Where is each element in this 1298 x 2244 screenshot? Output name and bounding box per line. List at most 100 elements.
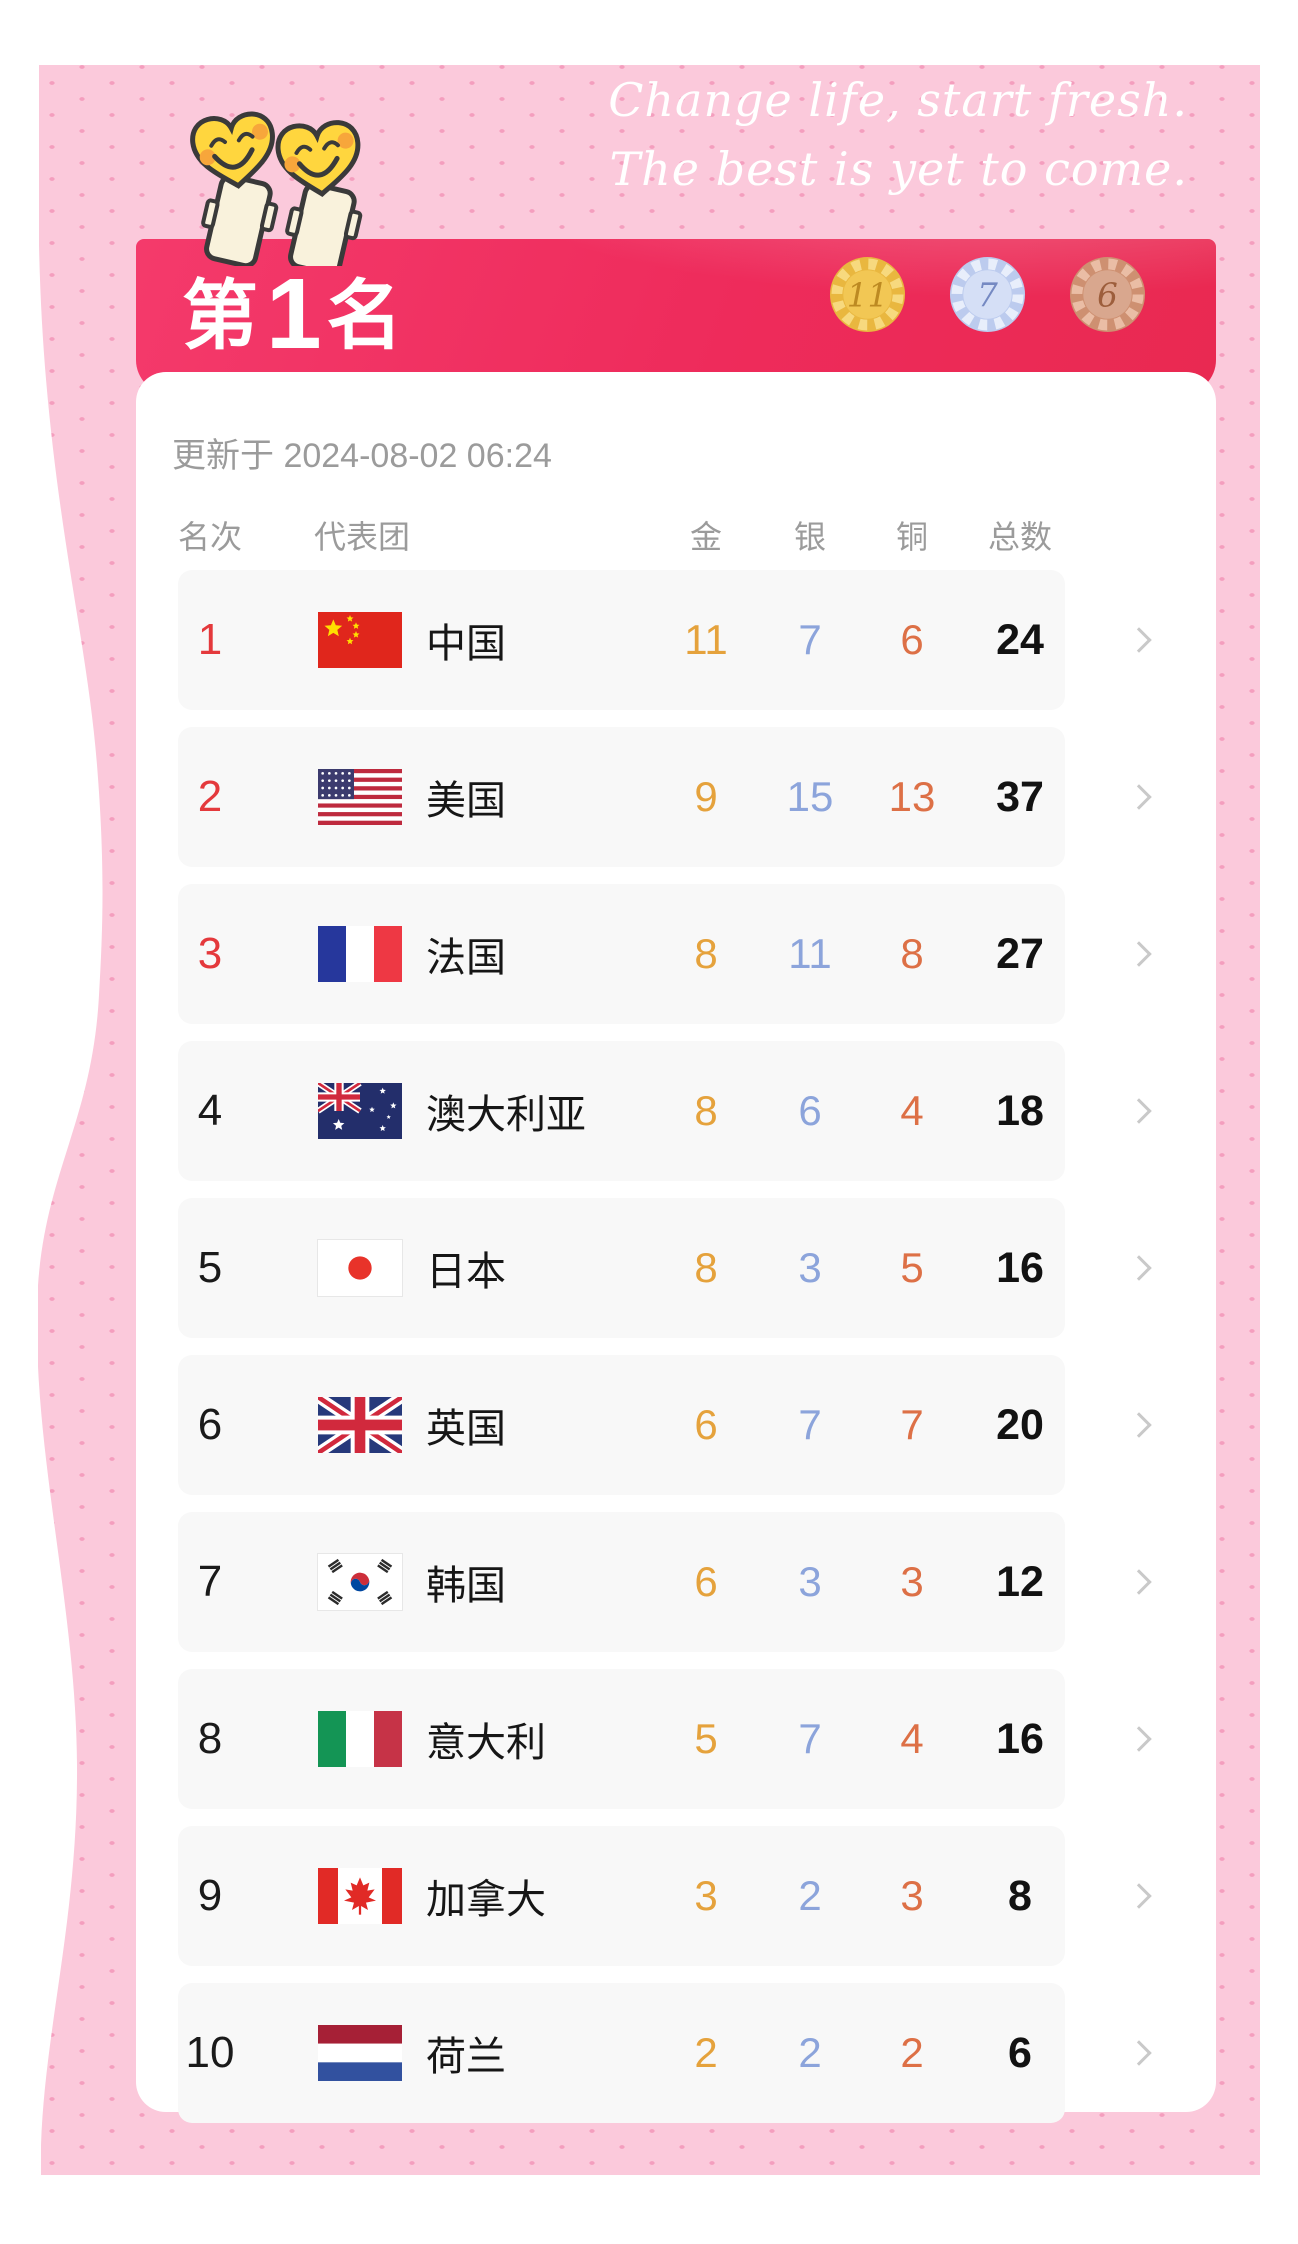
country-name: 英国 (426, 1407, 506, 1451)
rank-number: 6 (197, 1400, 223, 1449)
silver-count: 11 (788, 930, 832, 977)
medal-row-it[interactable]: 8 意大利 5 7 4 16 (178, 1669, 1152, 1809)
silver-count: 2 (798, 1872, 822, 1919)
chevron-right-icon[interactable] (1126, 2040, 1152, 2066)
rank-number: 3 (197, 929, 223, 978)
kr-flag-icon (317, 1553, 403, 1611)
country-name: 加拿大 (426, 1878, 546, 1922)
svg-text:11: 11 (847, 276, 888, 314)
motto-line-1: Change life, start fresh. (608, 73, 1188, 127)
medal-row-us[interactable]: 2 美国 9 15 13 37 (178, 727, 1152, 867)
rank-number: 2 (197, 772, 223, 821)
total-count: 6 (1008, 2028, 1032, 2077)
it-flag-icon (318, 1711, 402, 1767)
chevron-right-icon[interactable] (1126, 1726, 1152, 1752)
silver-count: 6 (798, 1087, 822, 1134)
rank-number: 4 (197, 1086, 223, 1135)
chevron-right-icon[interactable] (1126, 784, 1152, 810)
rank-title-suffix: 名 (326, 273, 403, 359)
bronze-count: 8 (900, 930, 924, 977)
medal-row-ca[interactable]: 9 加拿大 3 2 3 8 (178, 1826, 1152, 1966)
updated-timestamp: 更新于 2024-08-02 06:24 (172, 437, 552, 475)
svg-text:6: 6 (1097, 276, 1118, 314)
silver-count: 2 (798, 2029, 822, 2076)
medal-row-au[interactable]: 4 澳大利亚 8 6 4 18 (178, 1041, 1152, 1181)
gold-count: 3 (694, 1872, 718, 1919)
chevron-right-icon[interactable] (1126, 1412, 1152, 1438)
chevron-right-icon[interactable] (1126, 941, 1152, 967)
jp-flag-icon (317, 1239, 403, 1297)
heart-smiley-stickers-icon (190, 111, 363, 266)
silver-count: 7 (798, 1401, 822, 1448)
total-count: 8 (1008, 1871, 1032, 1920)
nl-flag-icon (318, 2025, 402, 2081)
column-header-rank: 名次 (178, 519, 243, 555)
fr-flag-icon (318, 926, 402, 982)
medal-row-fr[interactable]: 3 法国 8 11 8 27 (178, 884, 1152, 1024)
silver-count: 15 (786, 773, 834, 820)
column-header-team: 代表团 (314, 519, 411, 555)
us-flag-icon (318, 769, 402, 825)
chevron-right-icon[interactable] (1126, 1255, 1152, 1281)
rank-number: 7 (197, 1557, 223, 1606)
country-name: 韩国 (426, 1564, 506, 1608)
silver-count: 7 (798, 1715, 822, 1762)
medal-summary: 11 7 6 (828, 255, 1147, 334)
medal-row-gb[interactable]: 6 英国 6 7 7 20 (178, 1355, 1152, 1495)
silver-count: 3 (798, 1244, 822, 1291)
gold-count: 6 (694, 1558, 718, 1605)
left-wave-decoration (0, 65, 103, 2175)
gold-count: 6 (694, 1401, 718, 1448)
chevron-right-icon[interactable] (1126, 1569, 1152, 1595)
country-name: 法国 (426, 936, 506, 980)
medal-row-nl[interactable]: 10 荷兰 2 2 2 6 (178, 1983, 1152, 2123)
silver-medal-icon: 7 (948, 255, 1027, 334)
svg-text:7: 7 (977, 276, 998, 314)
rank-number: 1 (197, 615, 223, 664)
medal-table-card: 更新于 2024-08-02 06:24 名次 代表团 金 银 铜 总数 1 中国… (136, 372, 1216, 2123)
total-count: 24 (996, 615, 1044, 664)
medal-rows: 1 中国 11 7 6 24 2 美国 9 15 13 37 3 法国 8 11 8 27 4 澳大利亚 8 6 4 18 5 日… (178, 570, 1188, 2140)
country-name: 荷兰 (426, 2035, 506, 2079)
total-count: 12 (996, 1557, 1044, 1606)
total-count: 16 (996, 1714, 1044, 1763)
country-name: 日本 (426, 1250, 506, 1294)
column-header-bronze: 铜 (895, 519, 928, 555)
table-header: 名次 代表团 金 银 铜 总数 (178, 512, 1158, 555)
column-header-total: 总数 (987, 519, 1052, 555)
total-count: 37 (996, 772, 1044, 821)
bronze-count: 4 (900, 1087, 924, 1134)
column-header-silver: 银 (793, 519, 826, 555)
medal-row-jp[interactable]: 5 日本 8 3 5 16 (178, 1198, 1152, 1338)
total-count: 16 (996, 1243, 1044, 1292)
country-name: 澳大利亚 (426, 1093, 586, 1137)
gb-flag-icon (318, 1397, 402, 1453)
bronze-count: 5 (900, 1244, 924, 1291)
rank-number: 8 (197, 1714, 223, 1763)
total-count: 27 (996, 929, 1044, 978)
chevron-right-icon[interactable] (1126, 1883, 1152, 1909)
bronze-count: 3 (900, 1558, 924, 1605)
bronze-count: 2 (900, 2029, 924, 2076)
medal-row-cn[interactable]: 1 中国 11 7 6 24 (178, 570, 1152, 710)
chevron-right-icon[interactable] (1126, 627, 1152, 653)
bronze-medal-icon: 6 (1068, 255, 1147, 334)
gold-count: 8 (694, 1244, 718, 1291)
country-name: 美国 (426, 779, 506, 823)
au-flag-icon (318, 1083, 402, 1139)
rank-title-number: 1 (266, 257, 322, 370)
country-name: 中国 (426, 622, 506, 666)
bronze-count: 13 (888, 773, 936, 820)
bronze-count: 6 (900, 616, 924, 663)
medal-row-kr[interactable]: 7 韩国 6 3 3 12 (178, 1512, 1152, 1652)
total-count: 18 (996, 1086, 1044, 1135)
gold-count: 8 (694, 930, 718, 977)
bronze-count: 4 (900, 1715, 924, 1762)
bronze-count: 7 (900, 1401, 924, 1448)
chevron-right-icon[interactable] (1126, 1098, 1152, 1124)
rank-title: 第 1 名 (182, 239, 403, 394)
gold-medal-icon: 11 (828, 255, 907, 334)
ca-flag-icon (318, 1868, 402, 1924)
gold-count: 5 (694, 1715, 718, 1762)
